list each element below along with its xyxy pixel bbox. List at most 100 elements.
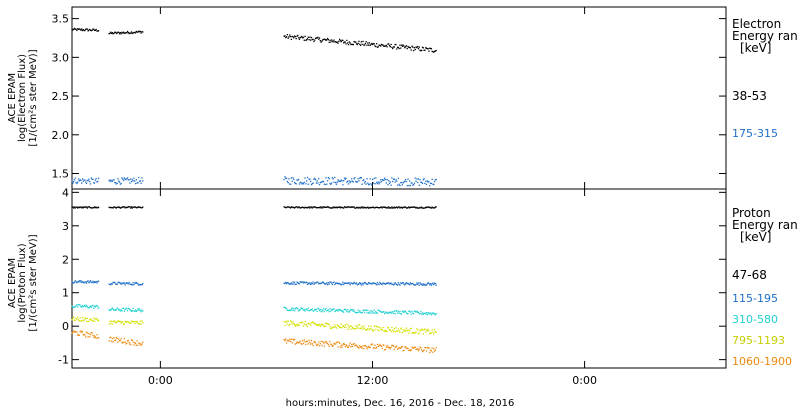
data-point xyxy=(359,177,361,179)
data-point xyxy=(141,31,143,33)
data-point xyxy=(315,324,317,326)
data-point xyxy=(117,178,119,180)
data-point xyxy=(306,206,308,209)
data-point xyxy=(357,324,359,326)
data-point xyxy=(424,283,426,285)
data-point xyxy=(400,327,403,329)
data-point xyxy=(425,47,428,49)
data-point xyxy=(318,206,321,209)
data-point xyxy=(131,207,134,209)
data-point xyxy=(335,341,338,343)
legend-entry-1060-1900: 1060-1900 xyxy=(732,355,792,368)
data-point xyxy=(381,207,383,209)
data-point xyxy=(73,206,76,208)
data-point xyxy=(422,179,424,181)
data-point xyxy=(417,207,420,209)
data-point xyxy=(383,282,385,285)
data-point xyxy=(431,347,433,349)
y-tick-label: 3.0 xyxy=(52,51,70,64)
data-point xyxy=(425,284,427,286)
data-point xyxy=(307,36,309,38)
data-point xyxy=(406,184,408,187)
data-point xyxy=(81,331,83,334)
data-point xyxy=(121,177,123,179)
data-point xyxy=(119,320,122,323)
data-point xyxy=(415,331,417,333)
data-point xyxy=(432,331,434,334)
data-point xyxy=(339,309,341,311)
data-point xyxy=(371,343,373,345)
data-point xyxy=(110,283,112,286)
data-point xyxy=(300,181,302,184)
data-point xyxy=(289,35,292,38)
data-point xyxy=(116,32,118,34)
data-point xyxy=(344,324,346,326)
data-point xyxy=(370,282,372,285)
data-point xyxy=(80,206,82,208)
data-point xyxy=(284,282,286,285)
data-point xyxy=(421,349,423,351)
data-point xyxy=(318,183,321,186)
data-point xyxy=(115,283,118,285)
data-point xyxy=(366,312,368,314)
data-point xyxy=(419,329,421,331)
data-point xyxy=(76,318,78,320)
data-point xyxy=(285,177,288,180)
data-point xyxy=(320,324,322,326)
data-point xyxy=(343,343,346,345)
data-point xyxy=(130,283,132,285)
data-point xyxy=(298,206,301,208)
data-point xyxy=(408,310,410,312)
series-38-53 xyxy=(71,27,437,53)
data-point xyxy=(425,312,428,314)
data-point xyxy=(393,348,395,351)
data-point xyxy=(108,309,110,311)
data-point xyxy=(318,308,320,310)
data-point xyxy=(335,282,338,284)
data-point xyxy=(113,282,115,284)
data-point xyxy=(314,282,316,284)
data-point xyxy=(335,41,338,44)
data-point xyxy=(339,283,342,286)
data-point xyxy=(90,207,92,209)
data-point xyxy=(373,177,375,180)
data-point xyxy=(78,304,80,306)
data-point xyxy=(293,181,296,184)
data-point xyxy=(293,339,295,341)
data-point xyxy=(134,322,136,325)
data-point xyxy=(399,331,401,334)
proton-x-ticks xyxy=(159,189,586,368)
data-point xyxy=(318,178,320,180)
data-point xyxy=(78,280,80,282)
data-point xyxy=(95,305,97,307)
data-point xyxy=(71,206,73,208)
data-point xyxy=(317,281,319,283)
data-point xyxy=(344,206,346,208)
data-point xyxy=(117,341,119,343)
data-point xyxy=(371,184,373,186)
data-point xyxy=(301,206,303,208)
data-point xyxy=(406,48,408,50)
data-point xyxy=(130,343,132,346)
data-point xyxy=(340,284,342,286)
data-point xyxy=(94,281,96,283)
data-point xyxy=(337,310,339,312)
data-point xyxy=(328,41,330,43)
data-point xyxy=(142,206,144,208)
data-point xyxy=(302,325,305,327)
data-point xyxy=(399,310,401,313)
data-point xyxy=(396,284,399,286)
data-point xyxy=(408,349,410,352)
data-point xyxy=(425,313,427,315)
data-point xyxy=(418,46,420,48)
electron-ylabel-line-3: [1/(cm²s ster MeV)] xyxy=(28,49,39,146)
data-point xyxy=(83,305,85,307)
data-point xyxy=(325,340,327,343)
data-point xyxy=(81,304,84,307)
data-point xyxy=(333,39,335,41)
data-point xyxy=(361,312,363,314)
data-point xyxy=(388,311,391,314)
data-point xyxy=(392,311,394,313)
series-175-315 xyxy=(71,176,437,187)
